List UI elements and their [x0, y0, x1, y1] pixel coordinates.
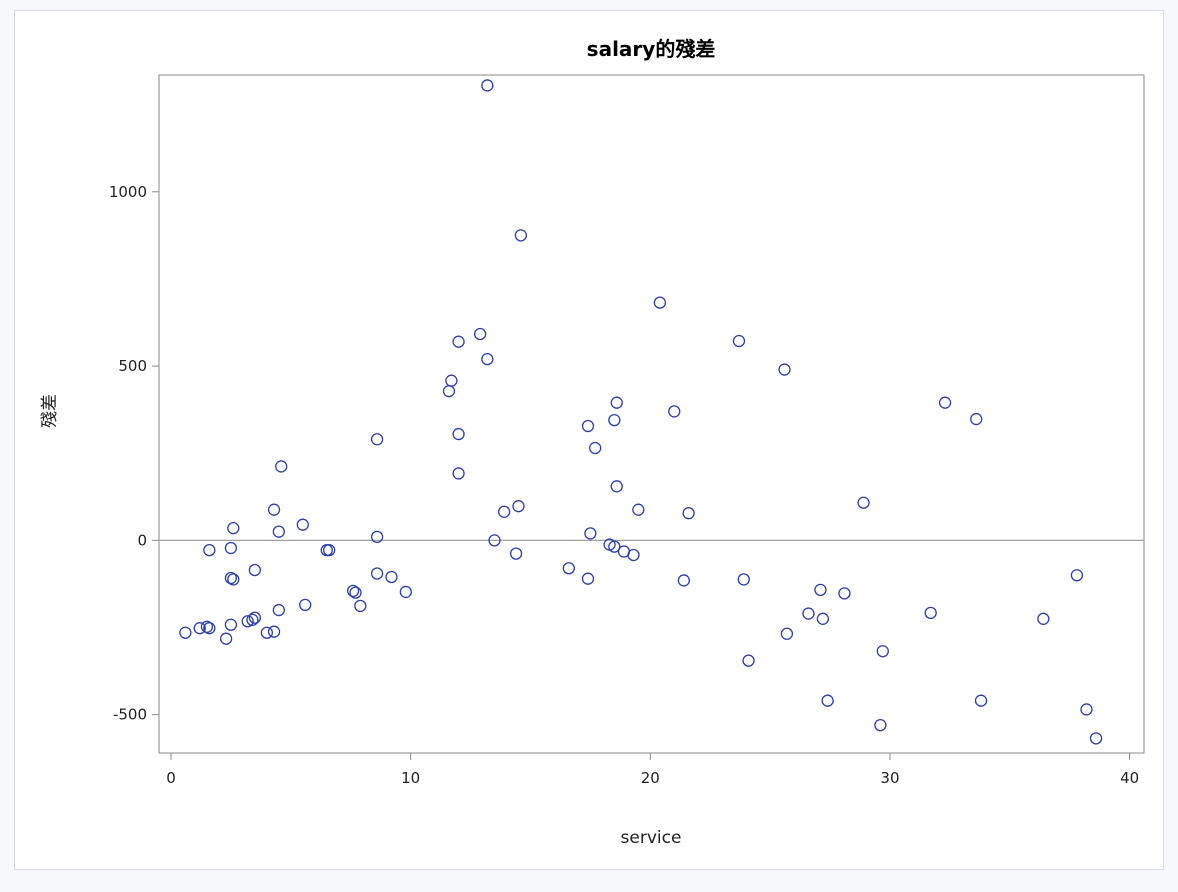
data-point: [876, 645, 889, 658]
x-tick-label: 40: [1120, 769, 1139, 787]
data-point: [299, 598, 312, 612]
data-point: [272, 525, 285, 538]
data-point: [246, 613, 259, 626]
data-point: [778, 363, 791, 376]
data-point: [260, 626, 273, 639]
data-point: [399, 585, 412, 599]
data-point: [275, 460, 288, 473]
y-tick-label: -500: [113, 706, 147, 724]
data-point: [272, 603, 285, 617]
data-point: [452, 467, 465, 480]
data-point: [323, 543, 336, 557]
data-point: [224, 541, 238, 555]
data-point: [512, 500, 525, 513]
data-point: [497, 505, 511, 518]
data-point: [248, 563, 262, 577]
data-point: [874, 718, 887, 732]
data-point: [370, 433, 384, 446]
x-axis-title: service: [621, 828, 682, 848]
chart-title: salary的殘差: [587, 37, 716, 61]
data-point: [682, 507, 695, 520]
data-point: [581, 572, 595, 585]
data-point: [227, 522, 240, 535]
data-point: [481, 79, 494, 92]
data-point: [610, 480, 623, 493]
data-point: [737, 573, 750, 586]
data-point: [732, 334, 746, 348]
x-tick-label: 10: [401, 769, 420, 787]
data-point: [452, 427, 465, 441]
data-point: [349, 586, 362, 599]
data-point: [445, 374, 458, 387]
data-point: [248, 611, 262, 624]
y-tick-label: 1000: [109, 183, 147, 201]
y-tick-label: 0: [137, 531, 147, 549]
data-point: [802, 607, 815, 620]
x-tick-label: 30: [880, 769, 899, 787]
data-point: [562, 562, 575, 575]
data-point: [370, 530, 384, 544]
data-point: [193, 622, 206, 635]
data-point: [610, 396, 623, 409]
data-point: [970, 412, 983, 426]
data-point: [370, 567, 384, 580]
data-point: [509, 547, 523, 560]
data-point: [814, 583, 827, 597]
data-point: [1080, 703, 1093, 716]
x-tick-label: 20: [641, 769, 660, 787]
data-point: [668, 405, 681, 418]
data-point: [473, 327, 487, 341]
data-point: [224, 571, 238, 585]
data-points: [179, 79, 1103, 745]
data-point: [857, 496, 870, 509]
data-point: [224, 618, 238, 631]
data-point: [296, 518, 309, 531]
data-point: [821, 694, 834, 707]
data-point: [203, 543, 216, 557]
data-point: [241, 615, 254, 628]
data-point: [677, 574, 691, 587]
data-point: [488, 534, 501, 547]
data-point: [608, 540, 621, 553]
data-point: [653, 296, 667, 309]
data-point: [203, 622, 216, 635]
y-axis-ticks: -500 0 500 1000: [109, 183, 159, 724]
figure-frame: salary的殘差 0 10 20 30 40 -500 0 500 1000 service…: [14, 10, 1164, 870]
data-point: [974, 694, 988, 707]
data-point: [179, 626, 192, 639]
data-point: [346, 584, 360, 598]
data-point: [267, 503, 281, 516]
data-point: [589, 441, 602, 455]
data-point: [200, 620, 214, 633]
data-point: [385, 570, 398, 584]
data-point: [627, 548, 640, 562]
data-point: [581, 419, 595, 433]
x-axis-ticks: 0 10 20 30 40: [166, 753, 1139, 787]
data-point: [267, 625, 281, 638]
data-point: [632, 503, 645, 516]
data-point: [816, 612, 830, 625]
data-point: [354, 599, 367, 613]
data-point: [1037, 612, 1050, 625]
plot-area: [158, 74, 1145, 754]
y-tick-label: 500: [118, 357, 147, 375]
data-point: [608, 413, 621, 427]
data-point: [514, 229, 528, 242]
data-point: [924, 606, 937, 620]
x-tick-label: 0: [166, 769, 176, 787]
data-point: [452, 335, 465, 348]
data-point: [838, 587, 851, 600]
y-axis-title: 殘差: [40, 394, 60, 428]
data-point: [1070, 569, 1084, 582]
scatter-chart: salary的殘差 0 10 20 30 40 -500 0 500 1000 service…: [40, 37, 1145, 848]
data-point: [219, 632, 233, 645]
data-point: [742, 654, 755, 667]
data-point: [584, 527, 597, 540]
data-point: [481, 352, 494, 366]
data-point: [1089, 732, 1103, 745]
data-point: [227, 573, 240, 586]
data-point: [938, 396, 952, 409]
data-point: [780, 627, 794, 640]
